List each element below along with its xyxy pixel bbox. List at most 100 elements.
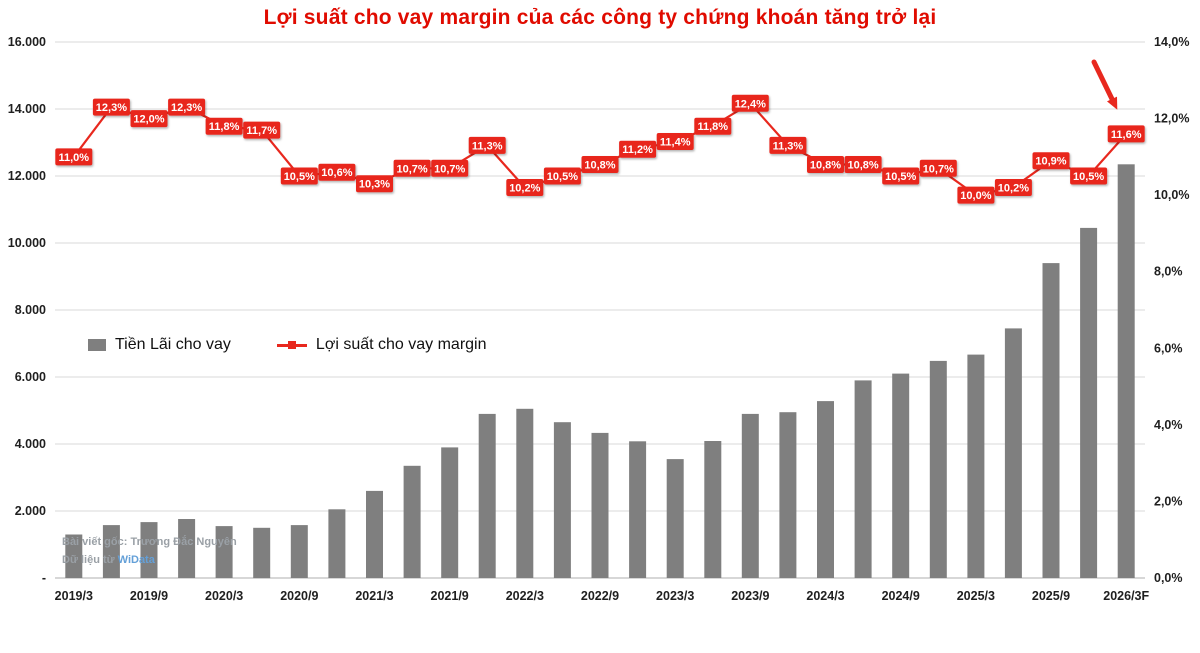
bar bbox=[516, 408, 534, 578]
x-axis-tick: 2019/9 bbox=[130, 589, 168, 603]
data-label-text: 10,5% bbox=[885, 171, 916, 183]
data-label-box bbox=[882, 167, 920, 185]
x-axis-labels: 2019/3 2019/9 2020/3 2020/9 2021/3 2021/9 2022… bbox=[55, 589, 1150, 603]
x-axis-tick: 2024/9 bbox=[882, 589, 920, 603]
x-axis-tick: 2021/9 bbox=[431, 589, 469, 603]
left-axis-tick: 14.000 bbox=[8, 102, 46, 116]
x-axis-tick: 2021/3 bbox=[355, 589, 393, 603]
data-label-box bbox=[168, 98, 206, 116]
right-axis-tick: 0,0% bbox=[1154, 571, 1183, 585]
x-axis-tick: 2020/3 bbox=[205, 589, 243, 603]
bar bbox=[779, 412, 797, 578]
data-label-text: 12,4% bbox=[735, 98, 766, 110]
legend-item-line: Lợi suất cho vay margin bbox=[276, 336, 487, 354]
data-label-text: 10,7% bbox=[396, 163, 427, 175]
right-axis-tick: 14,0% bbox=[1154, 35, 1189, 49]
right-axis-tick: 8,0% bbox=[1154, 265, 1183, 279]
watermark-line1: Bài viết gốc: Trương Đắc Nguyên bbox=[62, 536, 237, 548]
x-axis-tick: 2019/3 bbox=[55, 589, 93, 603]
bar bbox=[290, 525, 308, 578]
bar bbox=[817, 401, 834, 578]
watermark: Bài viết gốc: Trương Đắc Nguyên Dữ liệu … bbox=[62, 534, 237, 569]
data-label-text: 11,0% bbox=[59, 152, 90, 164]
data-label-box bbox=[807, 156, 844, 173]
right-axis-tick: 10,0% bbox=[1154, 188, 1189, 202]
bar bbox=[403, 465, 421, 578]
data-label-text: 10,0% bbox=[960, 190, 991, 202]
bar bbox=[741, 413, 759, 578]
bar bbox=[65, 534, 83, 578]
data-label-box bbox=[994, 179, 1032, 196]
data-label-text: 11,8% bbox=[209, 121, 240, 133]
data-label-text: 11,7% bbox=[246, 125, 277, 137]
x-axis-tick: 2022/3 bbox=[506, 589, 544, 603]
bar bbox=[478, 413, 496, 578]
left-axis-labels: - 2.000 4.000 6.000 8.000 10.000 12.000 14.000 1… bbox=[8, 35, 46, 585]
data-label-text: 12,3% bbox=[171, 102, 202, 114]
data-label-box bbox=[1070, 167, 1108, 185]
data-label-box bbox=[468, 136, 506, 154]
data-label-text: 11,3% bbox=[472, 140, 503, 152]
bar bbox=[666, 459, 684, 578]
data-label-text: 10,5% bbox=[547, 171, 578, 183]
data-label-text: 12,3% bbox=[96, 102, 127, 114]
left-axis-tick: 8.000 bbox=[15, 303, 46, 317]
bar bbox=[591, 432, 609, 578]
data-label-box bbox=[1032, 152, 1070, 170]
data-label-box bbox=[957, 186, 995, 204]
bar-series bbox=[65, 164, 1135, 579]
x-axis-tick: 2022/9 bbox=[581, 589, 619, 603]
x-axis-tick: 2023/3 bbox=[656, 589, 694, 603]
left-axis-tick: - bbox=[42, 571, 46, 585]
watermark-brand: WiData bbox=[117, 553, 155, 566]
right-axis-tick: 4,0% bbox=[1154, 418, 1183, 432]
data-label-box bbox=[431, 159, 469, 177]
data-label-box bbox=[581, 156, 619, 173]
data-label-text: 10,5% bbox=[284, 171, 315, 183]
bar bbox=[1042, 263, 1060, 578]
x-axis-tick: 2020/9 bbox=[280, 589, 318, 603]
bar bbox=[140, 522, 158, 578]
watermark-prefix: Dữ liệu từ bbox=[62, 553, 118, 566]
data-label-text: 11,2% bbox=[622, 144, 653, 156]
bar bbox=[102, 525, 120, 578]
data-label-box bbox=[844, 156, 882, 173]
legend-line-label: Lợi suất cho vay margin bbox=[315, 336, 487, 353]
legend-bar-label: Tiền Lãi cho vay bbox=[115, 336, 231, 353]
x-axis-tick: 2024/3 bbox=[806, 589, 844, 603]
bar bbox=[178, 519, 196, 578]
data-label-box bbox=[130, 110, 168, 128]
data-label-text: 10,2% bbox=[998, 183, 1029, 195]
x-axis-tick: 2026/3F bbox=[1103, 589, 1149, 603]
line-marker-icon bbox=[287, 341, 296, 349]
data-label-box bbox=[769, 136, 807, 154]
data-label-text: 11,3% bbox=[773, 140, 804, 152]
left-axis-tick: 4.000 bbox=[15, 437, 46, 451]
data-label-text: 12,0% bbox=[133, 114, 164, 126]
data-label-box bbox=[543, 167, 581, 185]
bar bbox=[253, 527, 271, 579]
bar bbox=[892, 373, 910, 578]
trend-arrow-icon bbox=[1091, 59, 1118, 110]
bar bbox=[1080, 227, 1098, 578]
bar bbox=[967, 354, 985, 578]
line-data-labels: 11,0% 12,3% 12,0% 12,3% 11,8% 11,7% 10,5% 10,6%… bbox=[55, 94, 1145, 204]
data-label-box bbox=[506, 179, 544, 196]
data-label-box bbox=[619, 140, 657, 158]
data-label-text: 10,8% bbox=[810, 160, 841, 172]
data-label-text: 10,2% bbox=[509, 183, 540, 195]
bar bbox=[553, 422, 571, 578]
right-axis-labels: 0,0% 2,0% 4,0% 6,0% 8,0% 10,0% 12,0% 14,0% bbox=[1154, 35, 1189, 585]
data-label-box bbox=[393, 159, 431, 177]
data-label-text: 10,8% bbox=[584, 160, 615, 172]
bar bbox=[441, 447, 459, 578]
right-axis-tick: 12,0% bbox=[1154, 112, 1189, 126]
data-label-text: 10,7% bbox=[434, 163, 465, 175]
data-label-text: 11,8% bbox=[698, 121, 729, 133]
data-label-box bbox=[694, 117, 732, 135]
x-axis-tick: 2025/3 bbox=[957, 589, 995, 603]
data-label-text: 10,9% bbox=[1035, 156, 1066, 168]
data-label-text: 10,8% bbox=[847, 160, 878, 172]
